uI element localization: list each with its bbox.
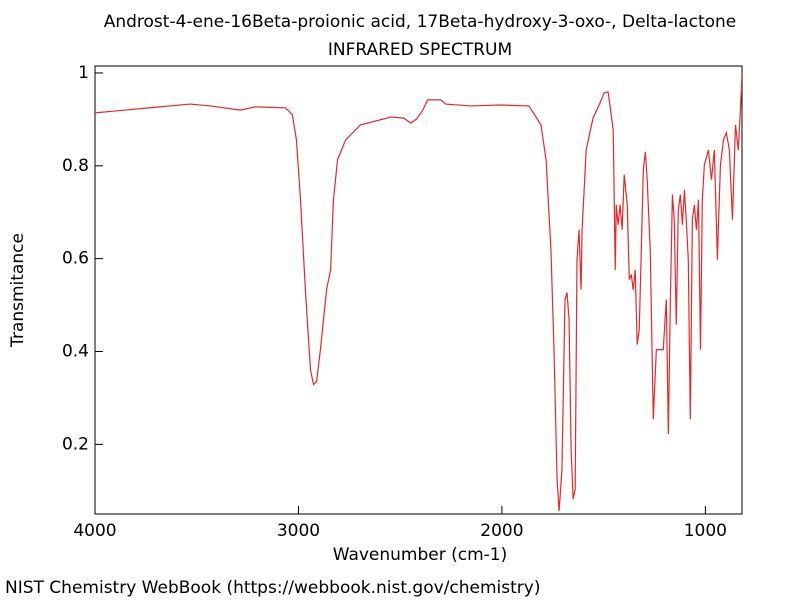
y-tick-label: 1 (78, 63, 89, 83)
y-tick-label: 0.8 (62, 156, 89, 176)
y-axis-label: Transmitance (8, 233, 28, 348)
y-tick-label: 0.6 (62, 249, 89, 269)
x-tick-label: 1000 (684, 521, 727, 541)
chart-title: Androst-4-ene-16Beta-proionic acid, 17Be… (104, 12, 737, 32)
y-tick-label: 0.4 (62, 342, 89, 362)
chart-subtitle: INFRARED SPECTRUM (328, 40, 512, 60)
x-tick-label: 3000 (277, 521, 320, 541)
x-axis-label: Wavenumber (cm-1) (333, 545, 508, 565)
spectrum-line (95, 72, 742, 512)
footer: NIST Chemistry WebBook (https://webbook.… (5, 578, 540, 598)
plot-frame (94, 65, 743, 515)
x-tick-label: 4000 (73, 521, 116, 541)
y-tick-label: 0.2 (62, 434, 89, 454)
x-tick-label: 2000 (480, 521, 523, 541)
